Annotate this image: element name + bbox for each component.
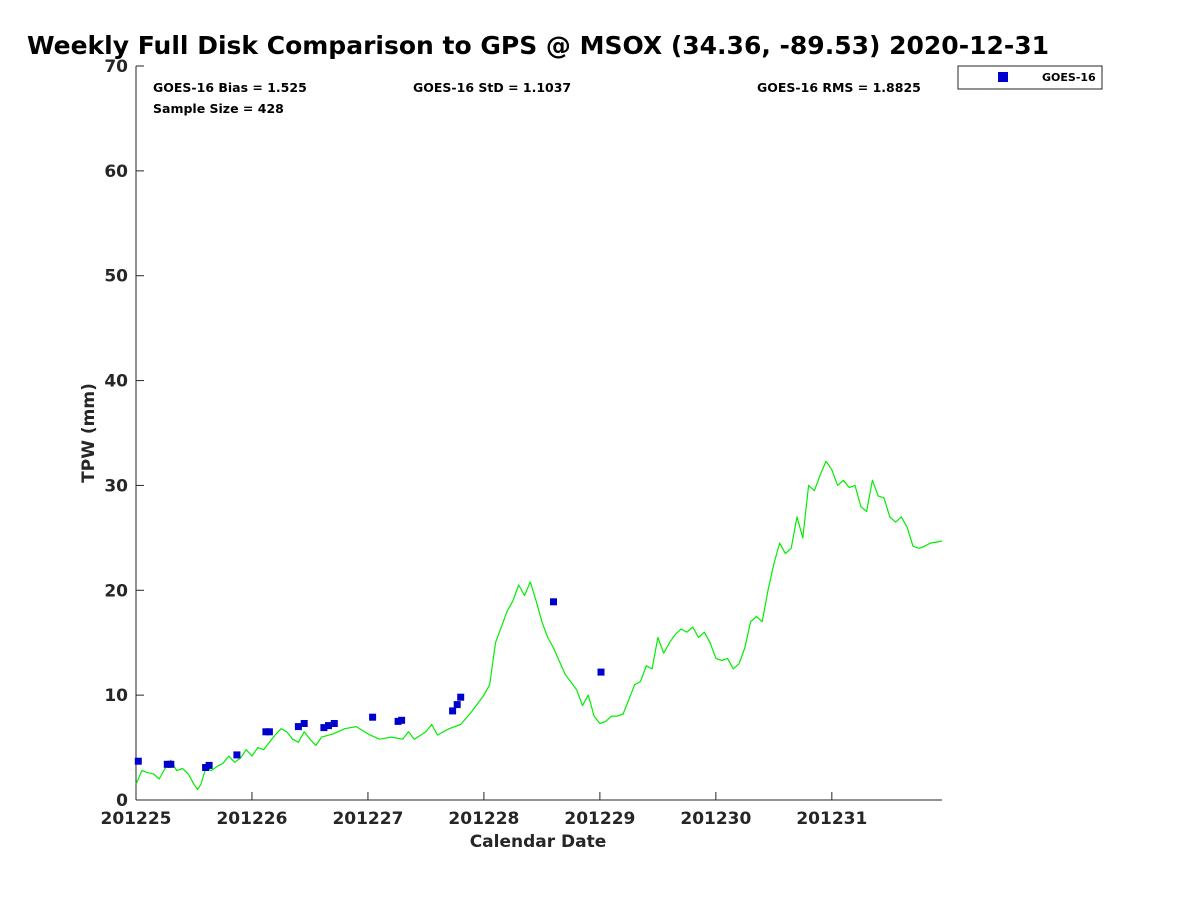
- stat-std: GOES-16 StD = 1.1037: [413, 80, 571, 95]
- legend: GOES-16: [957, 65, 1103, 90]
- y-tick-label: 50: [104, 267, 128, 287]
- y-tick-label: 70: [104, 57, 128, 77]
- gps-line-series: [135, 460, 943, 791]
- x-tick-label: 201228: [448, 809, 519, 829]
- goes16-point: [457, 693, 465, 701]
- x-tick-label: 201227: [332, 809, 403, 829]
- y-axis-label: TPW (mm): [79, 383, 99, 483]
- stat-rms: GOES-16 RMS = 1.8825: [757, 80, 921, 95]
- goes16-point: [550, 598, 557, 606]
- y-tick-label: 40: [104, 372, 128, 392]
- goes16-point: [325, 722, 332, 730]
- legend-label-goes16: GOES-16: [1042, 71, 1096, 84]
- plot-area: 0 10 20 30 40 50 60 70 201225 201226 201227 201228…: [101, 57, 943, 829]
- goes16-point: [205, 761, 213, 769]
- goes16-point: [453, 701, 461, 709]
- gps-line: [135, 460, 943, 791]
- goes16-point: [369, 713, 377, 721]
- x-axis-label: Calendar Date: [470, 832, 607, 852]
- goes16-point: [167, 760, 175, 768]
- goes16-point: [330, 720, 338, 727]
- y-tick-label: 10: [104, 686, 128, 706]
- goes16-point: [265, 728, 273, 736]
- y-tick-label: 30: [104, 476, 128, 496]
- stat-bias: GOES-16 Bias = 1.525: [153, 80, 307, 95]
- x-tick-label: 201225: [101, 809, 172, 829]
- goes16-point: [233, 751, 241, 759]
- stat-sample-size: Sample Size = 428: [153, 101, 284, 116]
- x-tick-label: 201226: [216, 809, 287, 829]
- goes16-point: [134, 757, 142, 765]
- x-tick-label: 201230: [680, 809, 751, 829]
- x-tick-label: 201229: [564, 809, 635, 829]
- goes16-point: [449, 707, 457, 715]
- goes16-point: [294, 723, 302, 731]
- goes16-point: [398, 716, 406, 724]
- chart-title: Weekly Full Disk Comparison to GPS @ MSO…: [27, 31, 1049, 60]
- goes16-scatter-series: [134, 598, 605, 771]
- y-tick-label: 0: [116, 791, 128, 811]
- y-ticks: 0 10 20 30 40 50 60 70: [104, 57, 144, 811]
- y-tick-label: 60: [104, 162, 128, 182]
- x-tick-label: 201231: [796, 809, 867, 829]
- goes16-point: [300, 720, 308, 727]
- y-tick-label: 20: [104, 581, 128, 601]
- goes16-point: [320, 724, 328, 732]
- x-ticks: 201225 201226 201227 201228 201229 201230 2012…: [101, 792, 867, 829]
- legend-box: [957, 65, 1103, 90]
- goes16-point: [597, 668, 605, 676]
- legend-marker-goes16: [998, 72, 1008, 82]
